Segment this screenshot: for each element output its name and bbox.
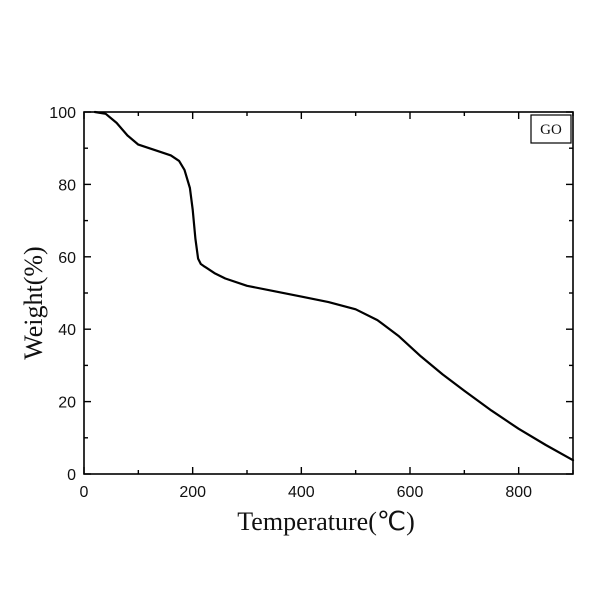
x-tick-label: 600 xyxy=(397,484,424,501)
tick-labels: 0 200 400 600 800 0 20 40 60 80 100 xyxy=(49,105,532,501)
series-line-go xyxy=(93,110,575,462)
legend-label-go: GO xyxy=(540,122,562,138)
legend: GO xyxy=(530,114,572,144)
y-tick-label: 40 xyxy=(58,322,76,339)
x-tick-label: 0 xyxy=(80,484,89,501)
legend-box xyxy=(530,114,572,144)
plot-frame xyxy=(83,111,574,475)
y-tick-label: 20 xyxy=(58,395,76,412)
y-tick-label: 60 xyxy=(58,250,76,267)
x-tick-label: 800 xyxy=(505,484,532,501)
y-tick-label: 100 xyxy=(49,105,76,122)
axis-ticks xyxy=(83,111,574,475)
x-axis-title: Temperature(℃) xyxy=(237,507,415,536)
x-tick-label: 200 xyxy=(179,484,206,501)
y-tick-label: 0 xyxy=(67,467,76,484)
x-tick-label: 400 xyxy=(288,484,315,501)
y-axis-title: Weight(%) xyxy=(19,246,48,359)
y-tick-label: 80 xyxy=(58,177,76,194)
